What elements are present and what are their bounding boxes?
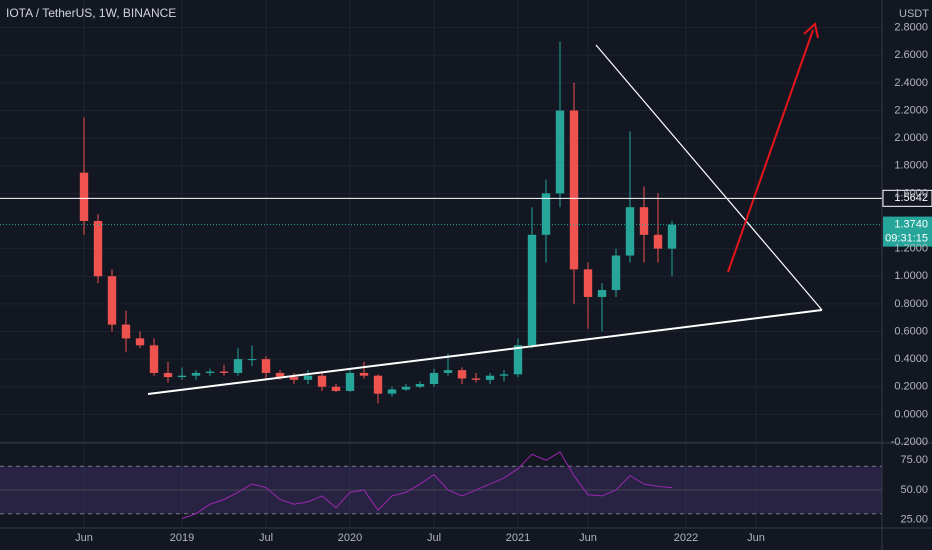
candle-body bbox=[373, 375, 383, 394]
grid bbox=[0, 0, 882, 528]
x-tick-label: 2020 bbox=[338, 532, 362, 544]
candle-body bbox=[163, 372, 173, 378]
candle-body bbox=[345, 372, 355, 391]
candle-body bbox=[359, 372, 369, 376]
candle-body bbox=[667, 224, 677, 249]
chart-title: IOTA / TetherUS, 1W, BINANCE bbox=[6, 6, 176, 20]
y-tick-label: 1.0000 bbox=[894, 270, 928, 282]
overlay: 1.5642 1.3740 09:31:15 bbox=[0, 189, 932, 247]
rsi-tick-label: 50.00 bbox=[900, 484, 928, 496]
y-tick-label: -0.2000 bbox=[891, 436, 928, 448]
x-tick-label: 2019 bbox=[170, 532, 194, 544]
candle-body bbox=[555, 110, 565, 194]
candle-body bbox=[625, 207, 635, 256]
trendline bbox=[147, 352, 479, 395]
price-label: 1.5642 bbox=[894, 192, 928, 204]
candle-body bbox=[597, 290, 607, 297]
currency: USDT bbox=[899, 8, 929, 20]
x-tick-label: Jun bbox=[579, 532, 597, 544]
candle-body bbox=[261, 359, 271, 373]
candle-body bbox=[611, 255, 621, 291]
x-tick-label: 2021 bbox=[506, 532, 530, 544]
candle-body bbox=[233, 359, 243, 373]
candle-body bbox=[429, 372, 439, 384]
y-tick-label: 0.0000 bbox=[894, 408, 928, 420]
candle-body bbox=[401, 386, 411, 390]
candle-body bbox=[93, 221, 103, 277]
last-price-box bbox=[883, 216, 932, 247]
candle-body bbox=[289, 377, 299, 380]
x-tick-label: Jun bbox=[747, 532, 765, 544]
candle-body bbox=[247, 359, 257, 361]
candle-body bbox=[541, 193, 551, 235]
candle-body bbox=[485, 375, 495, 380]
countdown: 09:31:15 bbox=[885, 232, 928, 244]
x-tick-label: 2022 bbox=[674, 532, 698, 544]
candle-body bbox=[471, 378, 481, 380]
candle-body bbox=[205, 371, 215, 373]
x-tick-label: Jun bbox=[75, 532, 93, 544]
y-tick-label: 2.6000 bbox=[894, 49, 928, 61]
price-label-box bbox=[882, 189, 932, 207]
triangle-line bbox=[595, 44, 823, 311]
y-tick-label: 2.0000 bbox=[894, 132, 928, 144]
arrow-head bbox=[803, 22, 819, 39]
candle-body bbox=[275, 372, 285, 378]
y-tick-label: 0.6000 bbox=[894, 325, 928, 337]
candle-body bbox=[513, 345, 523, 375]
candle-body bbox=[443, 370, 453, 373]
y-tick-label: 0.2000 bbox=[894, 381, 928, 393]
candle-body bbox=[219, 371, 229, 373]
y-tick-label: 2.2000 bbox=[894, 104, 928, 116]
candle-body bbox=[107, 276, 117, 325]
candle-body bbox=[527, 234, 537, 346]
last-price-label: 1.3740 bbox=[894, 218, 928, 230]
candle-body bbox=[177, 375, 187, 378]
rsi-tick-label: 25.00 bbox=[900, 514, 928, 526]
candle-body bbox=[317, 375, 327, 387]
candle-body bbox=[569, 110, 579, 270]
candle-body bbox=[583, 269, 593, 297]
candle-body bbox=[331, 386, 341, 391]
candle-body bbox=[191, 372, 201, 376]
candle-body bbox=[415, 383, 425, 387]
candle-body bbox=[121, 324, 131, 339]
candle-body bbox=[149, 345, 159, 373]
candle-body bbox=[79, 172, 89, 221]
trendline bbox=[477, 309, 823, 354]
candle-body bbox=[387, 389, 397, 394]
rsi-tick-label: 75.00 bbox=[900, 454, 928, 466]
x-tick-label: Jul bbox=[427, 532, 441, 544]
y-tick-label: 0.4000 bbox=[894, 353, 928, 365]
x-tick-label: Jul bbox=[259, 532, 273, 544]
candle-body bbox=[639, 207, 649, 235]
arrow bbox=[727, 29, 814, 273]
rsi-line bbox=[181, 451, 673, 519]
y-tick-label: 2.8000 bbox=[894, 22, 928, 34]
y-tick-label: 1.8000 bbox=[894, 160, 928, 172]
candle-body bbox=[653, 234, 663, 249]
y-tick-label: 0.8000 bbox=[894, 298, 928, 310]
candle-body bbox=[303, 375, 313, 380]
plot bbox=[79, 41, 677, 519]
candle-body bbox=[499, 374, 509, 376]
y-tick-label: 1.2000 bbox=[894, 243, 928, 255]
y-tick-label: 2.4000 bbox=[894, 77, 928, 89]
candle-body bbox=[135, 338, 145, 346]
candle-body bbox=[457, 370, 467, 379]
y-tick-label: 1.6000 bbox=[894, 187, 928, 199]
